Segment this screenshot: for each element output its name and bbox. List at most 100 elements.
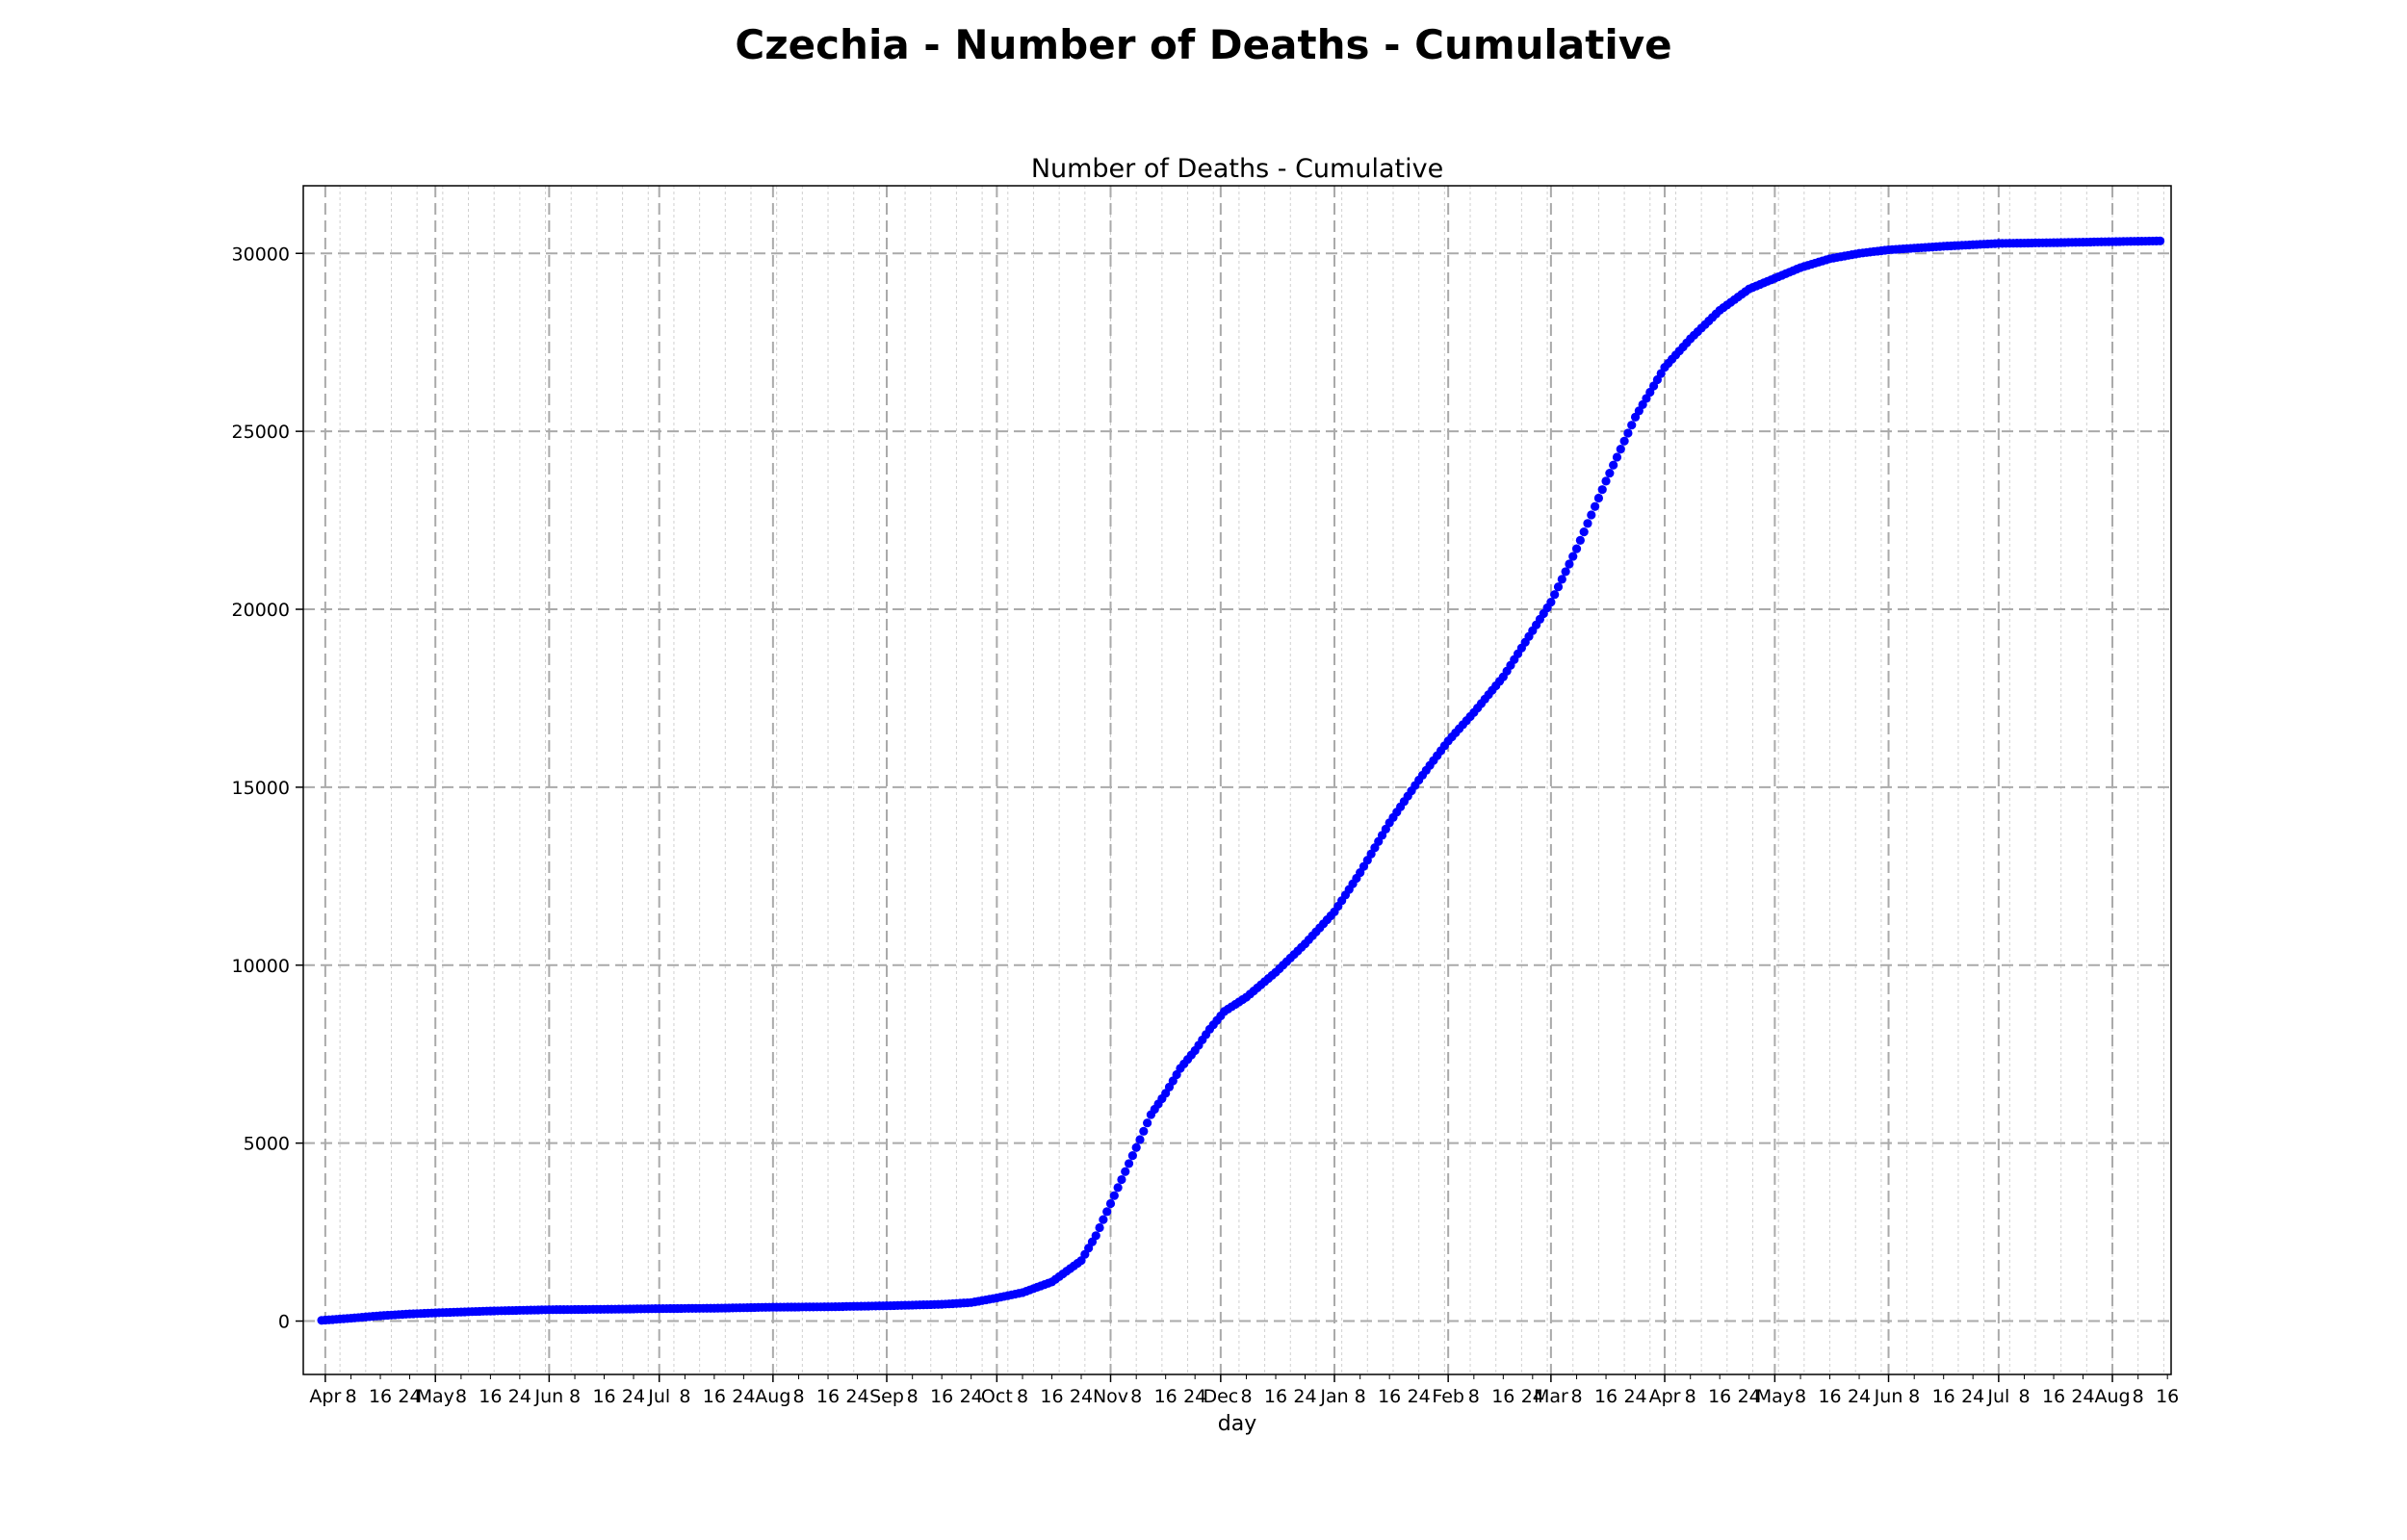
x-tick-label: 16 xyxy=(816,1386,840,1407)
x-tick-label: Jul xyxy=(1986,1386,2009,1407)
y-tick-label: 0 xyxy=(278,1312,290,1333)
data-point xyxy=(1623,428,1633,438)
x-tick-label: 8 xyxy=(1355,1386,1366,1407)
x-tick-label: Dec xyxy=(1203,1386,1238,1407)
data-point xyxy=(1627,421,1637,430)
data-point xyxy=(1605,468,1615,478)
data-point xyxy=(1553,582,1564,592)
data-series xyxy=(317,236,2165,1325)
x-tick-label: 24 xyxy=(1183,1386,1206,1407)
data-point xyxy=(1561,567,1570,577)
x-tick-label: Apr xyxy=(1649,1386,1681,1407)
x-tick-label: 8 xyxy=(455,1386,467,1407)
x-tick-label: 8 xyxy=(1795,1386,1806,1407)
data-point xyxy=(1102,1207,1112,1217)
x-tick-label: 16 xyxy=(1491,1386,1514,1407)
data-point xyxy=(1091,1231,1100,1241)
x-tick-label: 16 xyxy=(369,1386,392,1407)
y-axis: 0 5000 10000 15000 20000 25000 30000 xyxy=(232,244,303,1333)
data-point xyxy=(1616,445,1625,454)
data-point xyxy=(1575,535,1585,545)
plot-area xyxy=(302,185,2172,1375)
x-tick-label: 8 xyxy=(1017,1386,1028,1407)
x-tick-label: 24 xyxy=(1408,1386,1431,1407)
x-tick-label: 24 xyxy=(622,1386,645,1407)
y-tick-label: 15000 xyxy=(232,778,290,799)
x-tick-label: 8 xyxy=(1468,1386,1480,1407)
data-point xyxy=(1127,1150,1137,1161)
figure-title: Czechia - Number of Deaths - Cumulative xyxy=(735,21,1672,68)
data-point xyxy=(1113,1183,1123,1193)
data-point xyxy=(1139,1126,1149,1136)
data-point xyxy=(1587,510,1596,520)
y-tick-label: 25000 xyxy=(232,422,290,443)
x-tick-label: 8 xyxy=(346,1386,357,1407)
x-tick-label: 24 xyxy=(1738,1386,1761,1407)
x-tick-label: Jul xyxy=(647,1386,670,1407)
x-tick-label: Nov xyxy=(1093,1386,1128,1407)
data-point xyxy=(1565,559,1574,569)
data-point xyxy=(1593,493,1604,503)
x-tick-label: 24 xyxy=(1070,1386,1093,1407)
x-tick-label: 8 xyxy=(1908,1386,1920,1407)
data-point xyxy=(1571,544,1582,553)
x-tick-label: 8 xyxy=(1571,1386,1583,1407)
x-tick-label: Sep xyxy=(869,1386,904,1407)
x-tick-label: 16 xyxy=(1378,1386,1401,1407)
y-tick-label: 10000 xyxy=(232,956,290,977)
x-tick-label: Jan xyxy=(1319,1386,1348,1407)
x-tick-label: 24 xyxy=(960,1386,983,1407)
x-tick-label: Aug xyxy=(755,1386,790,1407)
y-tick-label: 30000 xyxy=(232,244,290,265)
x-tick-label: 8 xyxy=(2133,1386,2144,1407)
data-point xyxy=(1557,575,1566,584)
x-tick-label: 16 xyxy=(2042,1386,2065,1407)
x-tick-label: 16 xyxy=(479,1386,502,1407)
x-tick-label: 16 xyxy=(1932,1386,1955,1407)
x-tick-label: Apr xyxy=(309,1386,341,1407)
data-point xyxy=(1131,1142,1141,1152)
x-tick-label: 16 xyxy=(1818,1386,1841,1407)
data-point xyxy=(1109,1191,1119,1200)
axes-title: Number of Deaths - Cumulative xyxy=(1031,154,1443,184)
x-tick-label: May xyxy=(417,1386,454,1407)
data-point xyxy=(1135,1135,1145,1144)
x-tick-label: 8 xyxy=(2018,1386,2030,1407)
x-tick-label: 16 xyxy=(1040,1386,1063,1407)
y-tick-label: 5000 xyxy=(244,1134,290,1155)
data-point xyxy=(1619,436,1629,446)
data-point xyxy=(1105,1198,1116,1209)
x-tick-label: 8 xyxy=(792,1386,804,1407)
x-tick-label: May xyxy=(1756,1386,1794,1407)
x-tick-label: 24 xyxy=(845,1386,868,1407)
data-point xyxy=(1612,452,1622,462)
data-point xyxy=(2155,236,2165,245)
data-point xyxy=(1546,598,1556,607)
x-tick-label: 24 xyxy=(1623,1386,1646,1407)
x-tick-label: 16 xyxy=(2156,1386,2179,1407)
data-point xyxy=(1579,526,1589,537)
x-tick-label: 16 xyxy=(703,1386,726,1407)
data-point xyxy=(1099,1215,1108,1224)
data-point xyxy=(1095,1222,1104,1233)
x-tick-label: Jun xyxy=(534,1386,564,1407)
x-tick-label: Feb xyxy=(1432,1386,1464,1407)
x-tick-label: 8 xyxy=(1685,1386,1696,1407)
x-tick-label: 16 xyxy=(1594,1386,1618,1407)
data-point xyxy=(1601,476,1611,486)
y-tick-label: 20000 xyxy=(232,600,290,621)
data-point xyxy=(1591,501,1600,511)
data-point xyxy=(1117,1174,1126,1185)
x-axis-label: day xyxy=(1218,1412,1256,1436)
x-tick-label: 24 xyxy=(398,1386,421,1407)
x-tick-label: Aug xyxy=(2094,1386,2130,1407)
x-tick-label: 8 xyxy=(1240,1386,1252,1407)
x-tick-label: 24 xyxy=(732,1386,755,1407)
grid xyxy=(303,186,2171,1374)
x-tick-label: 24 xyxy=(1521,1386,1544,1407)
data-point xyxy=(1568,552,1578,561)
x-tick-label: 8 xyxy=(679,1386,690,1407)
data-point xyxy=(1583,519,1592,528)
